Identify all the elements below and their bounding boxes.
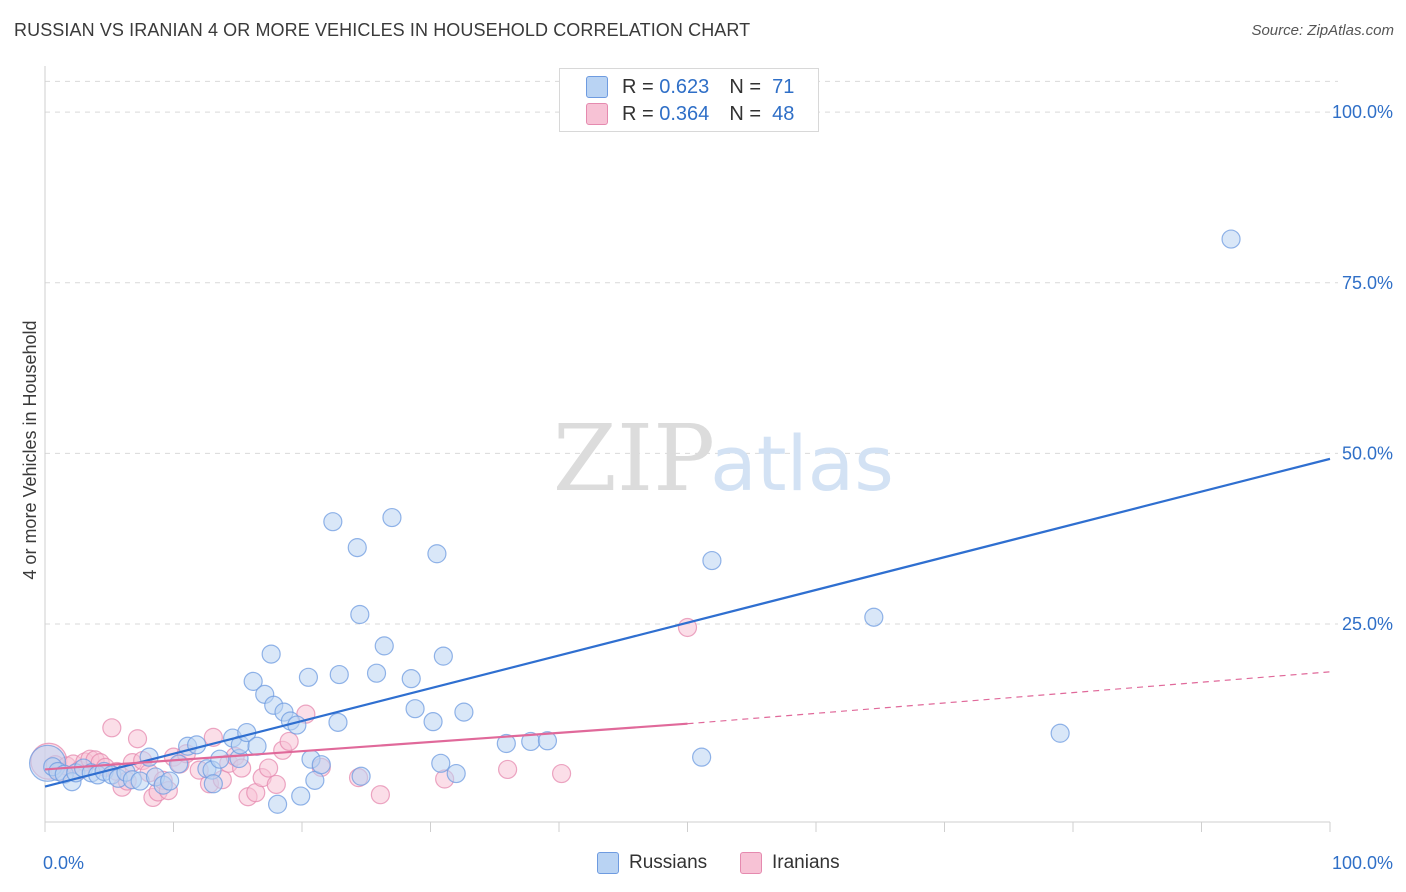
correlation-legend: R = 0.623 N = 71 R = 0.364 N = 48 [559,68,819,132]
russians-point [382,507,402,528]
iranians-trend-extension [687,671,1331,725]
russians-point [351,766,371,786]
russians-swatch [586,76,608,98]
russians-point [311,755,331,775]
iranians-n-label: N = [729,102,761,125]
iranians-r-label: R = [622,102,654,125]
russians-n-label: N = [729,75,761,98]
russians-point [298,667,319,687]
axes [44,66,1331,832]
iranians-point [279,731,299,752]
russians-point [187,735,207,755]
iranians-point [102,718,122,738]
russians-point [160,771,180,791]
russians-point [433,646,453,666]
russians-point [210,749,230,769]
russians-point [287,715,307,735]
russians-point [405,699,425,719]
russians-point [329,664,349,685]
y-tick-label-50: 50.0% [1342,443,1393,463]
russians-point [203,774,223,794]
bottom-russians-label: Russians [629,852,708,873]
bottom-legend-iranians: Iranians [740,852,840,874]
source-label: Source: ZipAtlas.com [1251,22,1394,39]
iranians-point [498,759,518,780]
russians-point [374,636,394,656]
watermark-atlas: atlas [710,419,894,508]
iranians-point [266,774,286,795]
russians-point [366,663,387,683]
russians-point [446,763,466,784]
russians-point [692,747,712,767]
russians-point [537,731,558,751]
legend-row-russians: R = 0.623 N = 71 [586,75,794,99]
iranians-point [127,729,148,749]
russians-point [347,538,367,558]
russians-point [864,607,884,627]
bottom-russians-swatch [597,852,619,874]
russians-point [401,669,421,689]
russians-point [261,644,281,664]
watermark-zip: ZIP [553,405,715,512]
russians-point [328,712,348,732]
iranians-point [258,758,279,778]
bottom-iranians-label: Iranians [772,852,840,873]
russians-point [702,550,722,571]
russians-point [247,736,267,756]
trend-lines [44,457,1331,788]
russians-r-value: 0.623 [659,75,710,98]
iranians-trend-line [44,722,688,771]
russians-r-label: R = [622,75,654,98]
y-axis-title: 4 or more Vehicles in Household [20,320,40,579]
russians-point [350,604,370,625]
iranians-point [370,785,390,805]
russians-trend-line [44,457,1331,788]
axis-labels: 4 or more Vehicles in Household 25.0% 50.0… [20,102,1393,873]
legend-row-iranians: R = 0.364 N = 48 [586,102,794,126]
russians-point [1221,229,1241,249]
russians-point [427,544,447,564]
watermark: ZIP atlas [553,405,894,512]
russians-point [267,794,288,814]
russians-point [431,753,451,773]
chart-title: RUSSIAN VS IRANIAN 4 OR MORE VEHICLES IN… [14,20,751,40]
russians-point [243,671,263,691]
russians-point [1050,723,1070,743]
y-tick-label-75: 75.0% [1342,273,1393,293]
x-tick-label-max: 100.0% [1332,853,1393,873]
y-tick-label-100: 100.0% [1332,102,1393,122]
iranians-swatch [586,103,608,125]
russians-point [291,786,311,806]
russians-point [323,512,343,532]
russians-point [454,702,474,722]
gridlines [45,80,1338,625]
russians-series [28,229,1241,814]
iranians-r-value: 0.364 [659,102,710,125]
iranians-point [551,763,572,784]
russians-point [496,733,516,754]
x-tick-label-min: 0.0% [43,853,84,873]
russians-point [423,712,443,732]
iranians-n-value: 48 [772,102,795,125]
russians-n-value: 71 [772,75,795,98]
bottom-iranians-swatch [740,852,762,874]
y-tick-label-25: 25.0% [1342,614,1393,634]
bottom-legend-russians: Russians [597,852,707,874]
russians-point [169,754,189,774]
